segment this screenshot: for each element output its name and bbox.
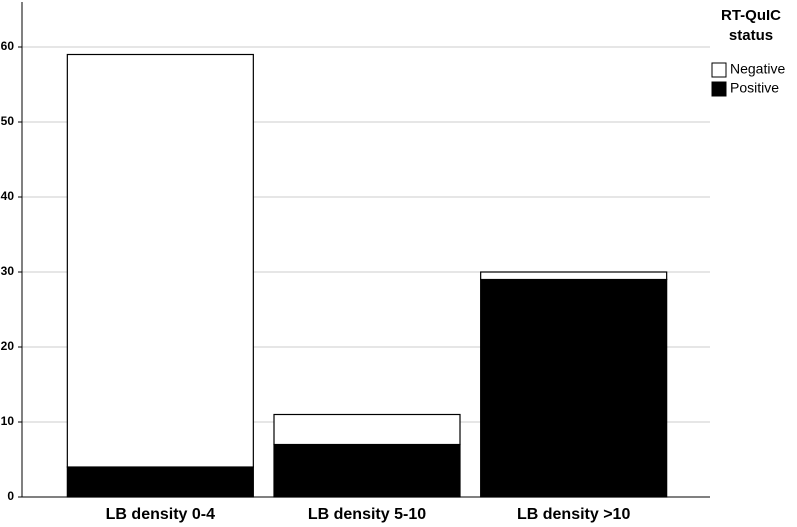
- y-tick-label: 30: [1, 264, 15, 278]
- bar-segment: [480, 278, 668, 498]
- x-tick-label: LB density >10: [517, 506, 630, 523]
- y-tick-label: 50: [1, 114, 15, 128]
- legend-label: Negative: [730, 61, 785, 77]
- bar-segment: [480, 271, 668, 281]
- y-tick-label: 0: [7, 489, 14, 503]
- y-tick-label: 60: [1, 39, 15, 53]
- x-tick-label: LB density 5-10: [308, 506, 426, 523]
- bar-segment: [66, 53, 254, 468]
- x-tick-label: LB density 0-4: [106, 506, 215, 523]
- y-tick-label: 20: [1, 339, 15, 353]
- legend-swatch: [711, 81, 727, 97]
- legend-swatch: [711, 62, 727, 78]
- bar-segment: [273, 413, 461, 446]
- y-tick-label: 40: [1, 189, 15, 203]
- legend-label: Positive: [730, 80, 779, 96]
- bar-segment: [66, 466, 254, 498]
- y-tick-label: 10: [1, 414, 15, 428]
- legend-title: RT-QuIC status: [721, 7, 781, 44]
- bar-segment: [273, 443, 461, 498]
